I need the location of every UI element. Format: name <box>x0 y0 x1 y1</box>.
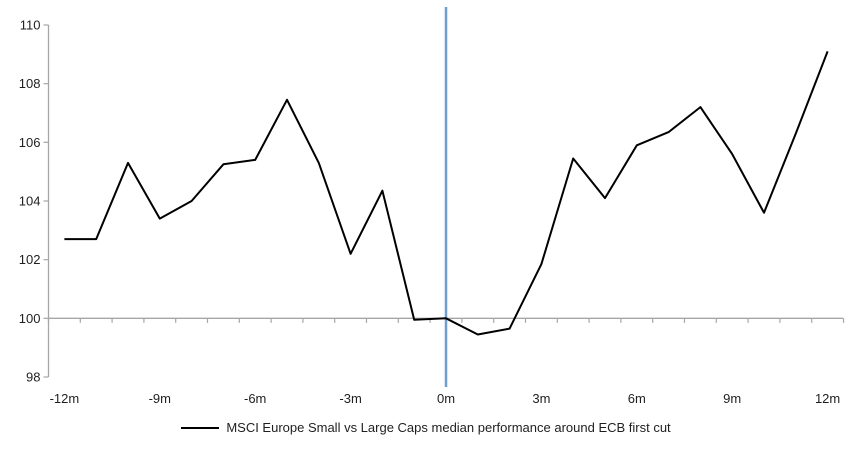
legend-line-sample <box>181 426 220 429</box>
x-axis-tick-label: -12m <box>50 391 80 406</box>
y-axis-tick-label: 100 <box>19 311 41 326</box>
y-axis-tick-label: 104 <box>19 194 41 209</box>
legend-label: MSCI Europe Small vs Large Caps median p… <box>226 420 671 435</box>
y-axis-tick-label: 102 <box>19 252 41 267</box>
x-axis-tick-label: -9m <box>149 391 171 406</box>
x-axis-tick-label: 12m <box>815 391 840 406</box>
y-axis-tick-label: 110 <box>20 18 41 33</box>
series-line <box>64 51 829 336</box>
x-axis-tick-label: 6m <box>628 391 646 406</box>
y-axis-tick-label: 108 <box>19 76 41 91</box>
y-axis-tick-label: 106 <box>19 135 41 150</box>
x-axis-tick-label: -3m <box>339 391 361 406</box>
x-axis-tick-label: 3m <box>532 391 550 406</box>
y-axis-tick-label: 98 <box>26 370 40 385</box>
legend: MSCI Europe Small vs Large Caps median p… <box>0 420 852 435</box>
x-axis-tick-label: 9m <box>723 391 741 406</box>
x-axis-tick-label: 0m <box>437 391 455 406</box>
x-axis-tick-label: -6m <box>244 391 266 406</box>
